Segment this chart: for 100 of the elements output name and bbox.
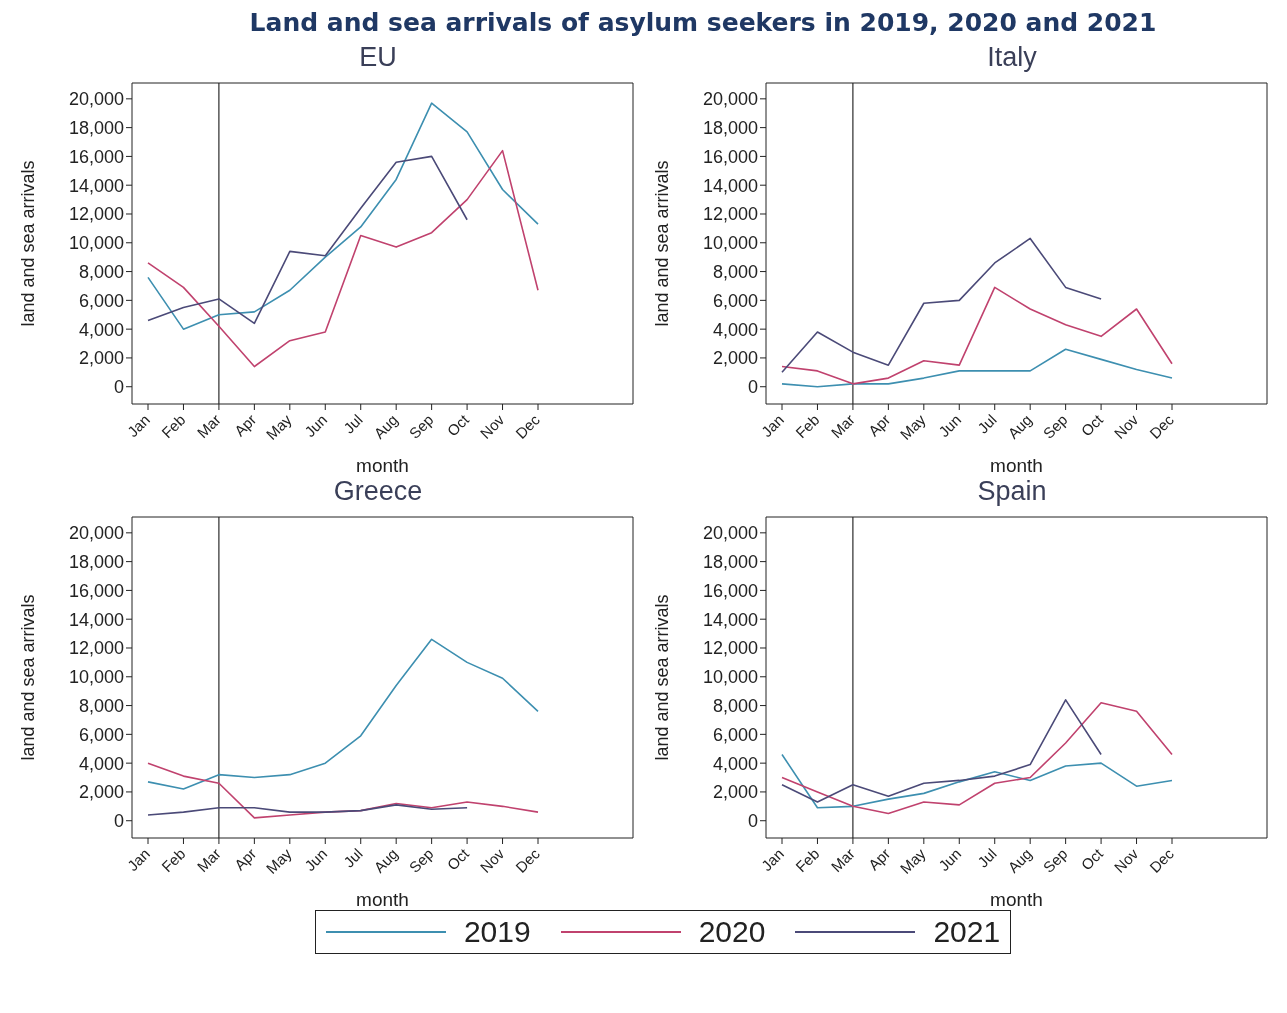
x-tick-label: Jul	[974, 410, 1000, 437]
y-tick-label: 20,000	[702, 89, 758, 110]
y-tick-label: 16,000	[68, 580, 124, 601]
x-tick-label: Nov	[476, 410, 508, 442]
line-series	[147, 155, 468, 325]
x-tick-label: Feb	[158, 410, 189, 442]
y-tick-label: 12,000	[702, 638, 758, 659]
y-tick-label: 12,000	[68, 204, 124, 225]
x-tick-label: Jul	[974, 844, 1000, 871]
line-series	[147, 149, 539, 368]
x-tick-label: Oct	[1077, 844, 1107, 874]
x-tick-label: Apr	[230, 410, 260, 440]
x-tick-label: Oct	[1077, 410, 1107, 440]
y-tick-label: 4,000	[712, 753, 758, 774]
chart-subtitle: Greece	[332, 476, 424, 508]
x-axis-title: month	[356, 455, 409, 476]
y-tick-label: 4,000	[712, 319, 758, 340]
y-tick-label: 10,000	[702, 233, 758, 254]
x-tick-label: Apr	[230, 844, 260, 874]
x-tick-label: Sep	[405, 410, 437, 442]
y-tick-label: 20,000	[68, 89, 124, 110]
y-tick-label: 6,000	[712, 724, 758, 745]
y-tick-label: 10,000	[702, 667, 758, 688]
y-axis-title: land and sea arrivals	[652, 160, 673, 327]
line-series	[781, 699, 1102, 803]
x-tick-label: Aug	[1004, 410, 1036, 442]
x-tick-label: Sep	[1039, 844, 1071, 876]
x-tick-label: Aug	[370, 844, 402, 876]
x-tick-label: Apr	[864, 410, 894, 440]
x-tick-label: Jul	[340, 844, 366, 871]
y-tick-label: 6,000	[712, 290, 758, 311]
legend-label: 2019	[463, 915, 531, 949]
x-tick-label: Oct	[443, 844, 473, 874]
y-tick-label: 12,000	[702, 204, 758, 225]
x-tick-label: Nov	[476, 844, 508, 876]
y-tick-label: 2,000	[712, 348, 758, 369]
x-tick-label: May	[262, 410, 296, 443]
y-tick-label: 18,000	[702, 552, 758, 573]
chart-subtitle: EU	[358, 42, 398, 74]
x-tick-label: Dec	[512, 844, 544, 876]
x-tick-label: Jul	[340, 410, 366, 437]
line-series	[781, 286, 1173, 385]
x-tick-label: May	[262, 844, 296, 877]
line-series	[147, 638, 539, 790]
text: Land and sea arrivals of asylum seekers in 2019, 2020 and 2021	[248, 8, 1158, 39]
x-tick-label: Nov	[1110, 410, 1142, 442]
x-tick-label: Jan	[757, 410, 787, 441]
y-tick-label: 4,000	[78, 319, 124, 340]
y-tick-label: 0	[113, 811, 124, 832]
x-tick-label: Jun	[935, 844, 965, 875]
x-tick-label: Jun	[301, 410, 331, 441]
line-series	[147, 102, 539, 330]
x-axis-title: month	[356, 889, 409, 910]
y-tick-label: 0	[113, 377, 124, 398]
x-tick-label: Nov	[1110, 844, 1142, 876]
y-tick-label: 18,000	[68, 552, 124, 573]
y-tick-label: 14,000	[68, 609, 124, 630]
x-tick-label: Jan	[123, 844, 153, 875]
y-tick-label: 6,000	[78, 290, 124, 311]
y-tick-label: 0	[747, 811, 758, 832]
x-tick-label: Mar	[827, 410, 858, 442]
y-tick-label: 14,000	[68, 175, 124, 196]
x-tick-label: Mar	[827, 844, 858, 876]
legend-label: 2021	[933, 915, 1001, 949]
y-tick-label: 12,000	[68, 638, 124, 659]
x-tick-label: May	[896, 844, 930, 877]
y-tick-label: 10,000	[68, 667, 124, 688]
y-tick-label: 18,000	[68, 118, 124, 139]
y-tick-label: 2,000	[78, 782, 124, 803]
chart-subtitle: Italy	[986, 42, 1038, 74]
x-tick-label: Sep	[405, 844, 437, 876]
y-tick-label: 16,000	[702, 146, 758, 167]
y-tick-label: 2,000	[78, 348, 124, 369]
x-tick-label: Dec	[1146, 410, 1178, 442]
y-tick-label: 8,000	[78, 261, 124, 282]
y-tick-label: 10,000	[68, 233, 124, 254]
y-tick-label: 6,000	[78, 724, 124, 745]
y-tick-label: 20,000	[68, 523, 124, 544]
y-tick-label: 18,000	[702, 118, 758, 139]
x-axis-title: month	[990, 455, 1043, 476]
y-tick-label: 16,000	[68, 146, 124, 167]
y-tick-label: 0	[747, 377, 758, 398]
x-tick-label: Feb	[792, 410, 823, 442]
line-series	[781, 348, 1173, 388]
x-tick-label: Mar	[193, 410, 224, 442]
x-tick-label: Feb	[158, 844, 189, 876]
y-axis-title: land and sea arrivals	[18, 160, 39, 327]
y-axis-title: land and sea arrivals	[18, 594, 39, 761]
x-tick-label: Jan	[757, 844, 787, 875]
y-tick-label: 8,000	[712, 695, 758, 716]
x-tick-label: Sep	[1039, 410, 1071, 442]
y-tick-label: 2,000	[712, 782, 758, 803]
x-tick-label: Mar	[193, 844, 224, 876]
y-tick-label: 4,000	[78, 753, 124, 774]
x-tick-label: Apr	[864, 844, 894, 874]
chart-subtitle: Spain	[976, 476, 1048, 508]
x-tick-label: Feb	[792, 844, 823, 876]
x-tick-label: Dec	[512, 410, 544, 442]
y-tick-label: 8,000	[712, 261, 758, 282]
y-tick-label: 14,000	[702, 175, 758, 196]
